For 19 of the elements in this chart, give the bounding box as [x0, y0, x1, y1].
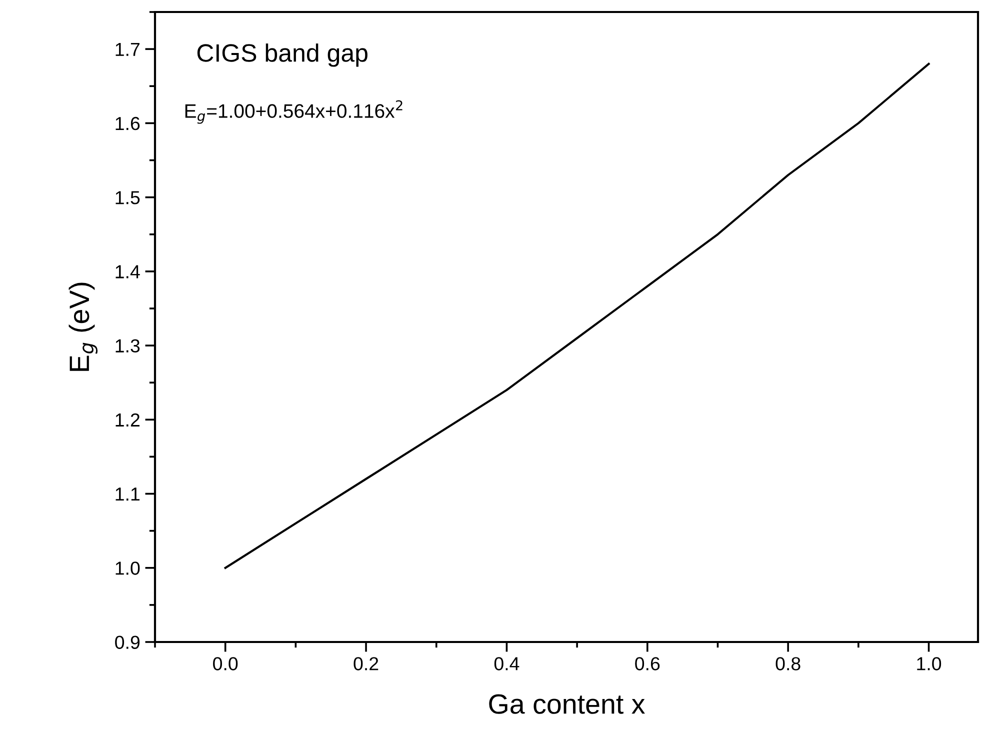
- x-axis-title: Ga content x: [489, 694, 645, 714]
- y-tick-label: 1.7: [116, 42, 140, 56]
- y-tick-label: 1.1: [116, 488, 140, 501]
- y-tick-label: 1.3: [116, 339, 140, 353]
- x-tick-label: 0.2: [354, 657, 378, 670]
- x-tick-label: 1.0: [917, 657, 942, 670]
- y-tick-label: 1.6: [116, 116, 140, 130]
- y-tick-label: 0.9: [115, 636, 140, 649]
- y-tick-label: 1.4: [116, 265, 140, 278]
- y-tick-label: 1.0: [116, 562, 140, 575]
- x-tick-label: 0.8: [776, 657, 800, 670]
- x-tick-label: 0.6: [635, 657, 660, 670]
- x-tick-label: 0.0: [213, 657, 238, 670]
- annotation: E$_{g}$=1.00+0.564x+0.116x$^{2}$: [185, 100, 402, 124]
- y-tick-label: 1.5: [116, 191, 140, 204]
- y-tick-label: 1.2: [116, 413, 140, 426]
- y-axis-title: E$_{g}$ (eV): [68, 282, 98, 371]
- x-tick-label: 0.4: [494, 657, 520, 670]
- annotation: CIGS band gap: [197, 44, 368, 67]
